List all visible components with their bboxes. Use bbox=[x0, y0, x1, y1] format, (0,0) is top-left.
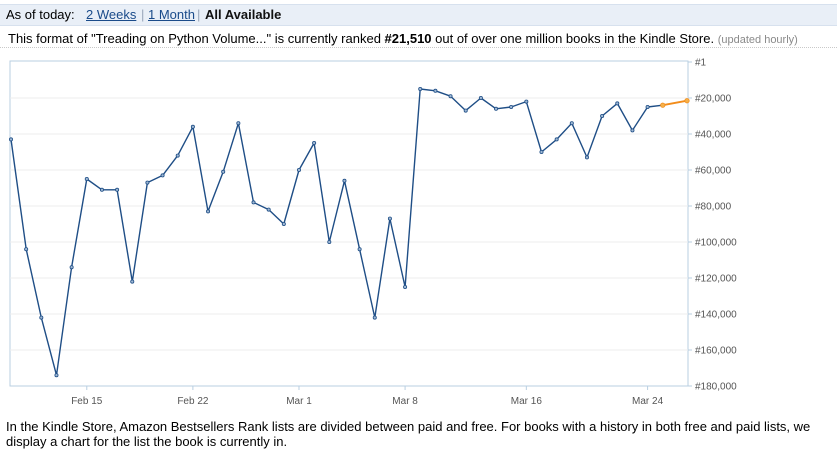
data-point bbox=[312, 140, 317, 145]
data-point bbox=[296, 167, 301, 172]
series-points bbox=[8, 86, 690, 378]
y-tick-label: #100,000 bbox=[695, 237, 737, 248]
data-point bbox=[584, 155, 589, 160]
tab-separator: | bbox=[197, 7, 201, 22]
data-point bbox=[478, 95, 483, 100]
updated-hourly-note: (updated hourly) bbox=[717, 34, 798, 46]
data-point bbox=[645, 104, 650, 109]
data-point bbox=[206, 209, 211, 214]
tab-separator: | bbox=[141, 7, 145, 22]
tab-all-available[interactable]: All Available bbox=[205, 7, 282, 22]
data-point bbox=[39, 315, 44, 320]
rank-value: #21,510 bbox=[384, 31, 432, 46]
footer-note: In the Kindle Store, Amazon Bestsellers … bbox=[6, 419, 811, 449]
rank-text-before: This format of "Treading on Python Volum… bbox=[8, 31, 385, 46]
data-point bbox=[569, 121, 574, 126]
data-point bbox=[463, 108, 468, 113]
x-tick-label: Feb 15 bbox=[71, 396, 103, 407]
sales-rank-chart: #1 #20,000 #40,000 #60,000 #80,000 #100,000 #1… bbox=[8, 58, 737, 407]
data-point bbox=[8, 137, 13, 142]
data-point bbox=[54, 373, 59, 378]
data-point bbox=[281, 221, 286, 226]
y-tick-label: #60,000 bbox=[695, 165, 732, 176]
data-point bbox=[342, 178, 347, 183]
data-point bbox=[372, 315, 377, 320]
data-point bbox=[175, 153, 180, 158]
data-point bbox=[84, 176, 89, 181]
data-point bbox=[539, 149, 544, 154]
plot-area bbox=[9, 60, 689, 387]
y-tick-label: #180,000 bbox=[695, 382, 737, 393]
divider bbox=[0, 47, 837, 48]
data-point bbox=[221, 169, 226, 174]
x-tick-label: Feb 22 bbox=[177, 396, 209, 407]
data-point bbox=[448, 94, 453, 99]
data-point bbox=[160, 173, 165, 178]
data-point bbox=[684, 98, 690, 104]
data-point bbox=[190, 124, 195, 129]
data-point bbox=[433, 88, 438, 93]
y-tick-label: #140,000 bbox=[695, 309, 737, 320]
data-point bbox=[630, 128, 635, 133]
series-line bbox=[10, 88, 663, 376]
data-point bbox=[403, 284, 408, 289]
x-tick-label: Mar 16 bbox=[511, 396, 543, 407]
x-tick-label: Mar 1 bbox=[286, 396, 312, 407]
y-tick-label: #160,000 bbox=[695, 345, 737, 356]
data-point bbox=[660, 102, 666, 108]
x-tick-label: Mar 8 bbox=[392, 396, 418, 407]
data-point bbox=[600, 113, 605, 118]
data-point bbox=[357, 247, 362, 252]
y-axis-labels: #1 #20,000 #40,000 #60,000 #80,000 #100,000 #1… bbox=[695, 58, 737, 393]
gridlines bbox=[10, 61, 692, 390]
data-point bbox=[24, 247, 29, 252]
data-point bbox=[387, 216, 392, 221]
data-point bbox=[509, 104, 514, 109]
data-point bbox=[145, 180, 150, 185]
y-tick-label: #120,000 bbox=[695, 273, 737, 284]
tab-1-month[interactable]: 1 Month bbox=[148, 7, 195, 22]
data-point bbox=[524, 99, 529, 104]
data-point bbox=[327, 239, 332, 244]
tab-2-weeks[interactable]: 2 Weeks bbox=[86, 7, 137, 22]
rank-text-after: out of over one million books in the Kin… bbox=[431, 31, 715, 46]
data-point bbox=[99, 187, 104, 192]
data-point bbox=[130, 279, 135, 284]
data-point bbox=[615, 101, 620, 106]
data-point bbox=[418, 86, 423, 91]
series-lines bbox=[10, 88, 688, 376]
y-tick-label: #1 bbox=[695, 58, 707, 69]
data-point bbox=[494, 106, 499, 111]
y-tick-label: #20,000 bbox=[695, 93, 732, 104]
y-tick-label: #80,000 bbox=[695, 201, 732, 212]
x-axis-labels: Feb 15 Feb 22 Mar 1 Mar 8 Mar 16 Mar 24 bbox=[71, 396, 663, 407]
chart-range-tabs: As of today: 2 Weeks | 1 Month | All Ava… bbox=[0, 4, 837, 26]
tabs-prefix: As of today: bbox=[6, 7, 75, 22]
data-point bbox=[266, 207, 271, 212]
data-point bbox=[236, 121, 241, 126]
x-tick-label: Mar 24 bbox=[632, 396, 664, 407]
data-point bbox=[251, 200, 256, 205]
y-tick-label: #40,000 bbox=[695, 129, 732, 140]
data-point bbox=[554, 137, 559, 142]
data-point bbox=[115, 187, 120, 192]
data-point bbox=[69, 265, 74, 270]
rank-statement: This format of "Treading on Python Volum… bbox=[8, 31, 830, 46]
series-line bbox=[662, 99, 688, 107]
